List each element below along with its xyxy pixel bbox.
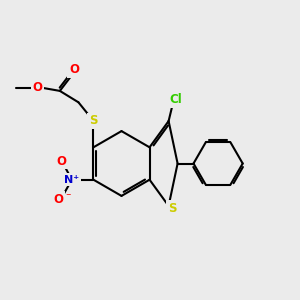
Text: S: S — [89, 114, 98, 128]
Text: O: O — [56, 154, 66, 168]
Text: O: O — [53, 193, 63, 206]
Text: ⁻: ⁻ — [66, 192, 71, 202]
Text: Cl: Cl — [170, 93, 182, 106]
Text: S: S — [168, 202, 176, 215]
Text: O: O — [69, 63, 79, 76]
Text: N⁺: N⁺ — [64, 175, 80, 185]
Text: O: O — [32, 81, 42, 94]
